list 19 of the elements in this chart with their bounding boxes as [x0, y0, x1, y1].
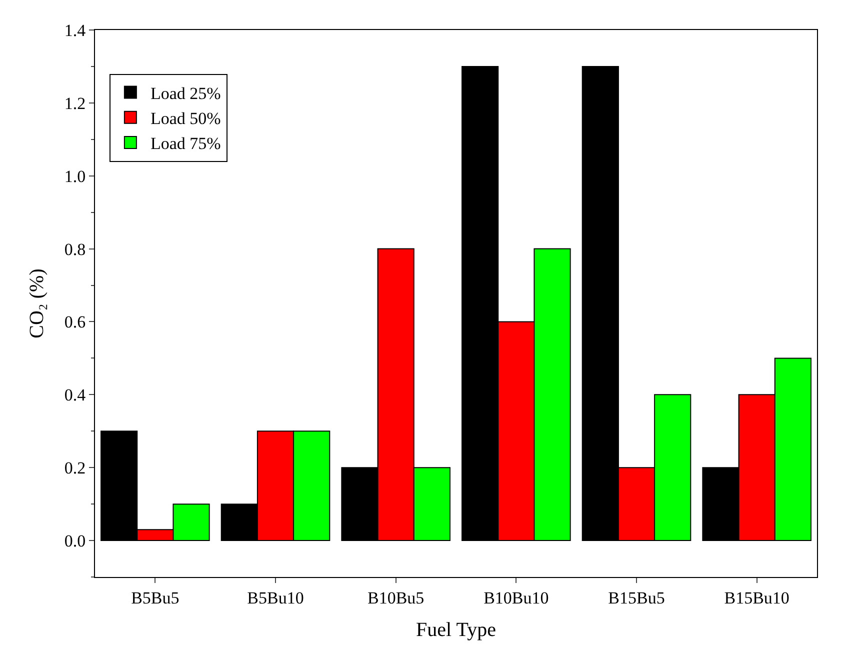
x-tick-label: B15Bu5	[608, 588, 665, 608]
x-tick-label: B10Bu5	[367, 588, 424, 608]
x-tick-label: B5Bu10	[247, 588, 304, 608]
legend-label: Load 25%	[150, 84, 221, 103]
y-tick-label: 0.6	[64, 312, 86, 332]
y-tick-label: 1.2	[64, 94, 86, 113]
y-tick-label: 1.4	[64, 20, 86, 40]
legend-label: Load 50%	[150, 109, 221, 128]
y-tick-label: 0.8	[64, 240, 86, 259]
y-tick-label: 0.4	[64, 386, 86, 405]
x-tick-label: B15Bu10	[724, 588, 790, 608]
y-tick-label: 0.2	[64, 458, 86, 478]
x-axis-title: Fuel Type	[416, 618, 496, 641]
y-tick-label: 1.0	[64, 166, 86, 186]
x-tick-label: B5Bu5	[131, 588, 180, 608]
x-tick-label: B10Bu10	[484, 588, 549, 608]
legend-label: Load 75%	[150, 134, 221, 154]
y-tick-label: 0.0	[64, 531, 86, 550]
y-axis-title: CO₂ (%)	[26, 268, 48, 338]
